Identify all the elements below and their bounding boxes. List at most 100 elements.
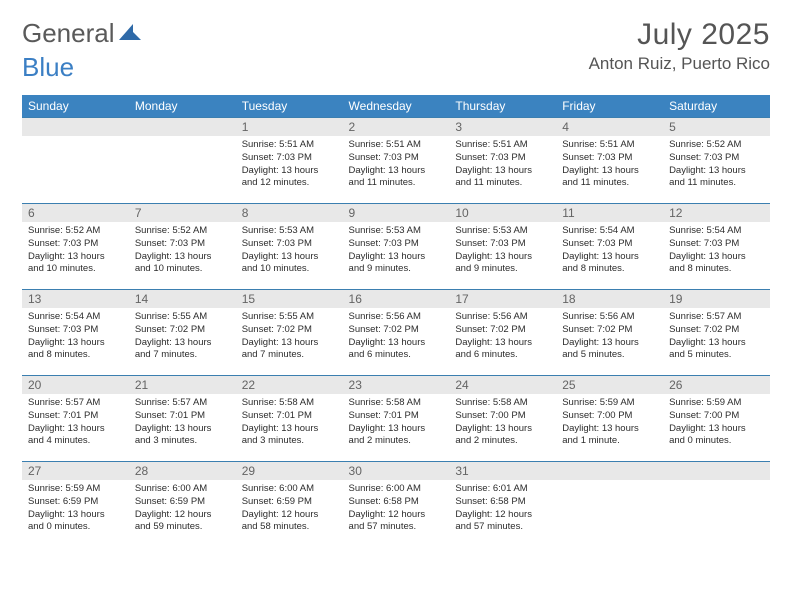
- day-number: 14: [129, 289, 236, 308]
- logo-sail-icon: [119, 18, 141, 49]
- calendar-cell: 25Sunrise: 5:59 AMSunset: 7:00 PMDayligh…: [556, 375, 663, 461]
- day-details: [129, 136, 236, 143]
- day-details: Sunrise: 6:00 AMSunset: 6:58 PMDaylight:…: [343, 480, 450, 538]
- day-details: Sunrise: 5:52 AMSunset: 7:03 PMDaylight:…: [22, 222, 129, 280]
- day-number: 23: [343, 375, 450, 394]
- day-details: Sunrise: 5:53 AMSunset: 7:03 PMDaylight:…: [236, 222, 343, 280]
- day-details: Sunrise: 5:58 AMSunset: 7:01 PMDaylight:…: [343, 394, 450, 452]
- calendar-cell: 11Sunrise: 5:54 AMSunset: 7:03 PMDayligh…: [556, 203, 663, 289]
- day-number: 26: [663, 375, 770, 394]
- day-number: 22: [236, 375, 343, 394]
- calendar-cell: 7Sunrise: 5:52 AMSunset: 7:03 PMDaylight…: [129, 203, 236, 289]
- day-details: Sunrise: 5:55 AMSunset: 7:02 PMDaylight:…: [129, 308, 236, 366]
- day-details: Sunrise: 6:00 AMSunset: 6:59 PMDaylight:…: [129, 480, 236, 538]
- calendar-cell: 31Sunrise: 6:01 AMSunset: 6:58 PMDayligh…: [449, 461, 556, 547]
- month-title: July 2025: [589, 18, 770, 52]
- day-number: 11: [556, 203, 663, 222]
- logo: General: [22, 18, 141, 49]
- day-details: Sunrise: 5:59 AMSunset: 6:59 PMDaylight:…: [22, 480, 129, 538]
- day-details: Sunrise: 5:54 AMSunset: 7:03 PMDaylight:…: [663, 222, 770, 280]
- day-details: Sunrise: 5:51 AMSunset: 7:03 PMDaylight:…: [343, 136, 450, 194]
- calendar-cell: 22Sunrise: 5:58 AMSunset: 7:01 PMDayligh…: [236, 375, 343, 461]
- calendar-row: 13Sunrise: 5:54 AMSunset: 7:03 PMDayligh…: [22, 289, 770, 375]
- title-block: July 2025 Anton Ruiz, Puerto Rico: [589, 18, 770, 74]
- day-number: [22, 117, 129, 136]
- calendar-cell: 4Sunrise: 5:51 AMSunset: 7:03 PMDaylight…: [556, 117, 663, 203]
- calendar-cell: 12Sunrise: 5:54 AMSunset: 7:03 PMDayligh…: [663, 203, 770, 289]
- calendar-cell: 8Sunrise: 5:53 AMSunset: 7:03 PMDaylight…: [236, 203, 343, 289]
- day-details: Sunrise: 5:52 AMSunset: 7:03 PMDaylight:…: [663, 136, 770, 194]
- col-sat: Saturday: [663, 95, 770, 117]
- calendar-cell: 24Sunrise: 5:58 AMSunset: 7:00 PMDayligh…: [449, 375, 556, 461]
- calendar-cell: 19Sunrise: 5:57 AMSunset: 7:02 PMDayligh…: [663, 289, 770, 375]
- day-details: Sunrise: 5:55 AMSunset: 7:02 PMDaylight:…: [236, 308, 343, 366]
- day-number: 24: [449, 375, 556, 394]
- calendar-cell: 29Sunrise: 6:00 AMSunset: 6:59 PMDayligh…: [236, 461, 343, 547]
- day-number: 27: [22, 461, 129, 480]
- day-details: [663, 480, 770, 487]
- day-number: 17: [449, 289, 556, 308]
- day-details: Sunrise: 5:51 AMSunset: 7:03 PMDaylight:…: [556, 136, 663, 194]
- day-details: [556, 480, 663, 487]
- day-details: Sunrise: 5:53 AMSunset: 7:03 PMDaylight:…: [449, 222, 556, 280]
- day-number: 28: [129, 461, 236, 480]
- calendar-cell: 20Sunrise: 5:57 AMSunset: 7:01 PMDayligh…: [22, 375, 129, 461]
- day-details: Sunrise: 5:57 AMSunset: 7:01 PMDaylight:…: [129, 394, 236, 452]
- calendar-row: 6Sunrise: 5:52 AMSunset: 7:03 PMDaylight…: [22, 203, 770, 289]
- col-fri: Friday: [556, 95, 663, 117]
- calendar-cell: 23Sunrise: 5:58 AMSunset: 7:01 PMDayligh…: [343, 375, 450, 461]
- calendar-cell: [556, 461, 663, 547]
- calendar-cell: 18Sunrise: 5:56 AMSunset: 7:02 PMDayligh…: [556, 289, 663, 375]
- day-number: 25: [556, 375, 663, 394]
- day-details: Sunrise: 6:01 AMSunset: 6:58 PMDaylight:…: [449, 480, 556, 538]
- day-number: 8: [236, 203, 343, 222]
- logo-text-1: General: [22, 18, 115, 49]
- calendar-cell: [22, 117, 129, 203]
- day-details: Sunrise: 5:59 AMSunset: 7:00 PMDaylight:…: [663, 394, 770, 452]
- day-number: 5: [663, 117, 770, 136]
- day-details: Sunrise: 5:59 AMSunset: 7:00 PMDaylight:…: [556, 394, 663, 452]
- day-details: Sunrise: 5:54 AMSunset: 7:03 PMDaylight:…: [556, 222, 663, 280]
- col-thu: Thursday: [449, 95, 556, 117]
- day-number: [556, 461, 663, 480]
- calendar-cell: 5Sunrise: 5:52 AMSunset: 7:03 PMDaylight…: [663, 117, 770, 203]
- day-number: 10: [449, 203, 556, 222]
- day-details: Sunrise: 5:51 AMSunset: 7:03 PMDaylight:…: [449, 136, 556, 194]
- calendar-cell: 2Sunrise: 5:51 AMSunset: 7:03 PMDaylight…: [343, 117, 450, 203]
- calendar-cell: 1Sunrise: 5:51 AMSunset: 7:03 PMDaylight…: [236, 117, 343, 203]
- calendar-cell: 13Sunrise: 5:54 AMSunset: 7:03 PMDayligh…: [22, 289, 129, 375]
- col-tue: Tuesday: [236, 95, 343, 117]
- col-sun: Sunday: [22, 95, 129, 117]
- calendar-row: 27Sunrise: 5:59 AMSunset: 6:59 PMDayligh…: [22, 461, 770, 547]
- calendar-cell: 3Sunrise: 5:51 AMSunset: 7:03 PMDaylight…: [449, 117, 556, 203]
- calendar-cell: 15Sunrise: 5:55 AMSunset: 7:02 PMDayligh…: [236, 289, 343, 375]
- calendar-cell: 26Sunrise: 5:59 AMSunset: 7:00 PMDayligh…: [663, 375, 770, 461]
- day-details: Sunrise: 5:51 AMSunset: 7:03 PMDaylight:…: [236, 136, 343, 194]
- calendar-cell: 21Sunrise: 5:57 AMSunset: 7:01 PMDayligh…: [129, 375, 236, 461]
- calendar-cell: [129, 117, 236, 203]
- day-number: 16: [343, 289, 450, 308]
- day-details: Sunrise: 5:53 AMSunset: 7:03 PMDaylight:…: [343, 222, 450, 280]
- calendar-row: 1Sunrise: 5:51 AMSunset: 7:03 PMDaylight…: [22, 117, 770, 203]
- day-number: 21: [129, 375, 236, 394]
- col-wed: Wednesday: [343, 95, 450, 117]
- day-details: Sunrise: 5:56 AMSunset: 7:02 PMDaylight:…: [556, 308, 663, 366]
- day-details: [22, 136, 129, 143]
- calendar-cell: [663, 461, 770, 547]
- calendar-cell: 16Sunrise: 5:56 AMSunset: 7:02 PMDayligh…: [343, 289, 450, 375]
- day-number: 15: [236, 289, 343, 308]
- day-number: 12: [663, 203, 770, 222]
- day-number: [663, 461, 770, 480]
- calendar-body: 1Sunrise: 5:51 AMSunset: 7:03 PMDaylight…: [22, 117, 770, 547]
- day-number: 19: [663, 289, 770, 308]
- calendar-table: Sunday Monday Tuesday Wednesday Thursday…: [22, 95, 770, 547]
- day-number: 9: [343, 203, 450, 222]
- day-number: 2: [343, 117, 450, 136]
- calendar-row: 20Sunrise: 5:57 AMSunset: 7:01 PMDayligh…: [22, 375, 770, 461]
- calendar-cell: 9Sunrise: 5:53 AMSunset: 7:03 PMDaylight…: [343, 203, 450, 289]
- day-number: 4: [556, 117, 663, 136]
- day-details: Sunrise: 5:56 AMSunset: 7:02 PMDaylight:…: [343, 308, 450, 366]
- calendar-head: Sunday Monday Tuesday Wednesday Thursday…: [22, 95, 770, 117]
- day-number: 6: [22, 203, 129, 222]
- col-mon: Monday: [129, 95, 236, 117]
